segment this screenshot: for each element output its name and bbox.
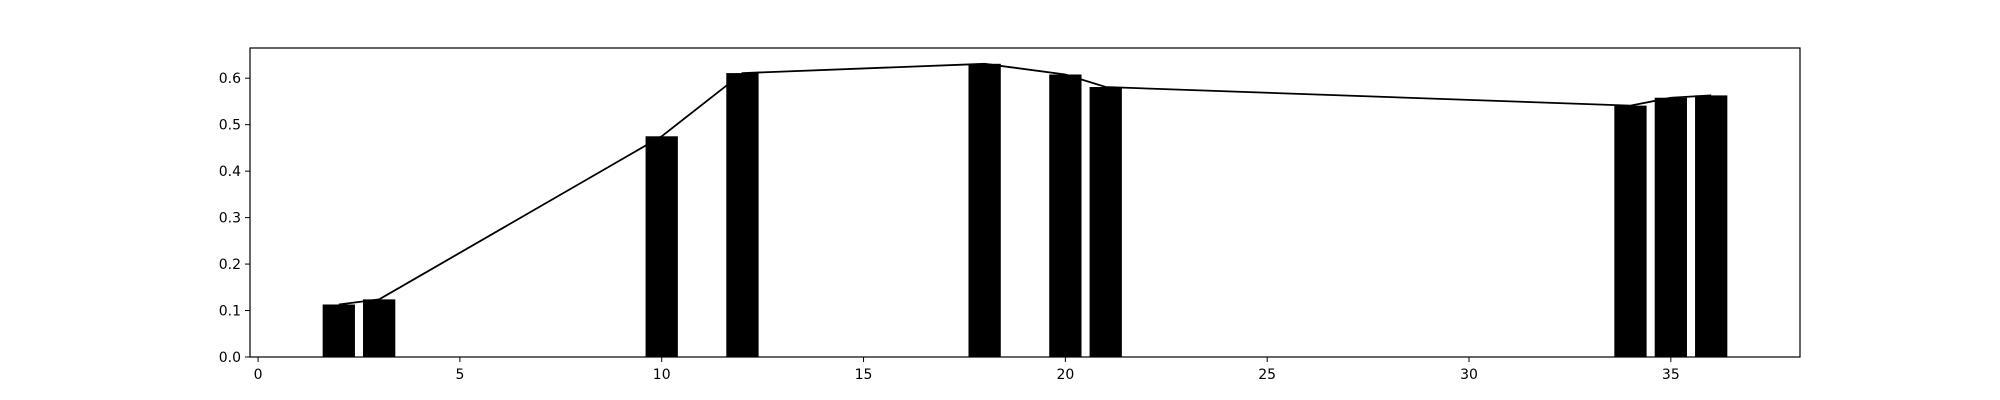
bar-34 xyxy=(1614,105,1647,358)
plot-area-border xyxy=(249,47,1801,358)
y-tick-label-0.2: 0.2 xyxy=(219,257,241,273)
series-line xyxy=(338,62,1712,306)
x-tick-label-35: 35 xyxy=(1662,367,1680,383)
bar-10 xyxy=(645,136,678,357)
y-tick-label-0.1: 0.1 xyxy=(219,304,241,320)
bar-36 xyxy=(1695,95,1728,358)
bar-2 xyxy=(322,304,355,357)
y-tick-label-0: 0.0 xyxy=(219,350,241,366)
x-tick-label-10: 10 xyxy=(653,367,671,383)
x-axis: 0 5 10 15 20 25 30 35 xyxy=(254,357,1680,383)
bar-12 xyxy=(726,73,759,357)
bars-layer xyxy=(322,63,1728,358)
y-tick-label-0.4: 0.4 xyxy=(219,164,241,180)
x-tick-label-5: 5 xyxy=(455,367,464,383)
bar-21 xyxy=(1089,87,1122,357)
y-tick-label-0.6: 0.6 xyxy=(219,71,241,87)
y-tick-label-0.3: 0.3 xyxy=(219,211,241,227)
bar-35 xyxy=(1654,97,1687,357)
x-tick-label-15: 15 xyxy=(855,367,873,383)
x-tick-label-25: 25 xyxy=(1258,367,1276,383)
bar-20 xyxy=(1049,74,1082,358)
y-tick-label-0.5: 0.5 xyxy=(219,118,241,134)
y-axis: 0.0 0.1 0.2 0.3 0.4 0.5 0.6 xyxy=(219,71,250,366)
bar-3 xyxy=(363,299,396,357)
x-tick-label-0: 0 xyxy=(254,367,263,383)
x-tick-label-20: 20 xyxy=(1056,367,1074,383)
bar-18 xyxy=(968,63,1001,358)
line-layer xyxy=(338,62,1712,306)
x-tick-label-30: 30 xyxy=(1460,367,1478,383)
